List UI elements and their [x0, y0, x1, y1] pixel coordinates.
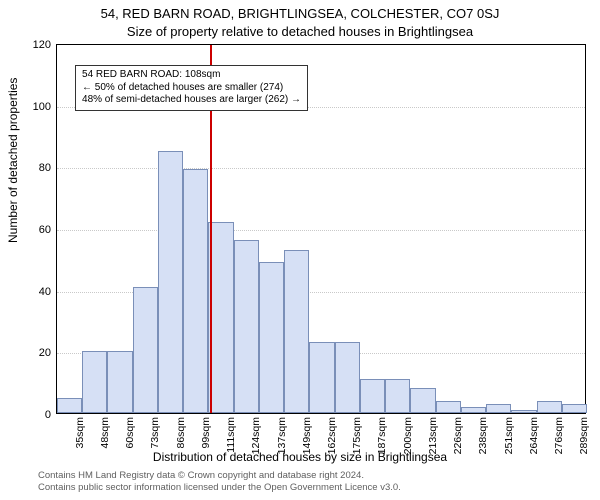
histogram-bar: [57, 398, 82, 413]
histogram-bar: [284, 250, 309, 413]
xtick-label: 149sqm: [301, 417, 313, 454]
xtick-label: 137sqm: [276, 417, 288, 454]
figure-root: 54, RED BARN ROAD, BRIGHTLINGSEA, COLCHE…: [0, 0, 600, 500]
histogram-bar: [562, 404, 587, 413]
xtick-label: 124sqm: [250, 417, 262, 454]
ytick-label: 60: [39, 224, 57, 236]
xtick-label: 276sqm: [553, 417, 565, 454]
ytick-label: 120: [33, 39, 57, 51]
xtick-label: 226sqm: [452, 417, 464, 454]
footer-line2: Contains public sector information licen…: [38, 482, 600, 494]
histogram-bar: [385, 379, 410, 413]
histogram-bar: [410, 388, 435, 413]
plot-area: 02040608010012035sqm48sqm60sqm73sqm86sqm…: [56, 44, 586, 414]
xtick-label: 238sqm: [477, 417, 489, 454]
histogram-bar: [511, 410, 536, 413]
histogram-bar: [107, 351, 132, 413]
xtick-label: 48sqm: [99, 417, 111, 449]
histogram-bar: [309, 342, 334, 413]
histogram-bar: [486, 404, 511, 413]
histogram-bar: [183, 169, 208, 413]
histogram-bar: [158, 151, 183, 413]
xtick-label: 175sqm: [351, 417, 363, 454]
histogram-bar: [133, 287, 158, 413]
xtick-label: 86sqm: [175, 417, 187, 449]
histogram-bar: [436, 401, 461, 413]
x-axis-label: Distribution of detached houses by size …: [0, 450, 600, 464]
annotation-line: 54 RED BARN ROAD: 108sqm: [82, 69, 301, 82]
annotation-box: 54 RED BARN ROAD: 108sqm← 50% of detache…: [75, 65, 308, 111]
xtick-label: 213sqm: [427, 417, 439, 454]
histogram-bar: [360, 379, 385, 413]
xtick-label: 73sqm: [149, 417, 161, 449]
xtick-label: 200sqm: [402, 417, 414, 454]
footer-attribution: Contains HM Land Registry data © Crown c…: [0, 470, 600, 494]
xtick-label: 60sqm: [124, 417, 136, 449]
ytick-label: 40: [39, 286, 57, 298]
ytick-label: 0: [45, 409, 57, 421]
xtick-label: 289sqm: [578, 417, 590, 454]
histogram-bar: [461, 407, 486, 413]
histogram-bar: [208, 222, 233, 413]
xtick-label: 99sqm: [200, 417, 212, 449]
annotation-line: ← 50% of detached houses are smaller (27…: [82, 82, 301, 95]
xtick-label: 162sqm: [326, 417, 338, 454]
histogram-bar: [537, 401, 562, 413]
xtick-label: 187sqm: [376, 417, 388, 454]
histogram-bar: [234, 240, 259, 413]
histogram-bar: [82, 351, 107, 413]
gridline: [57, 168, 585, 169]
ytick-label: 80: [39, 162, 57, 174]
xtick-label: 35sqm: [74, 417, 86, 449]
ytick-label: 100: [33, 101, 57, 113]
gridline: [57, 230, 585, 231]
footer-line1: Contains HM Land Registry data © Crown c…: [38, 470, 364, 481]
histogram-bar: [335, 342, 360, 413]
figure-title-line2: Size of property relative to detached ho…: [0, 24, 600, 39]
histogram-bar: [259, 262, 284, 413]
xtick-label: 264sqm: [528, 417, 540, 454]
ytick-label: 20: [39, 347, 57, 359]
annotation-line: 48% of semi-detached houses are larger (…: [82, 94, 301, 107]
xtick-label: 111sqm: [225, 417, 237, 453]
y-axis-label: Number of detached properties: [6, 78, 20, 243]
xtick-label: 251sqm: [503, 417, 515, 454]
figure-title-line1: 54, RED BARN ROAD, BRIGHTLINGSEA, COLCHE…: [0, 6, 600, 21]
